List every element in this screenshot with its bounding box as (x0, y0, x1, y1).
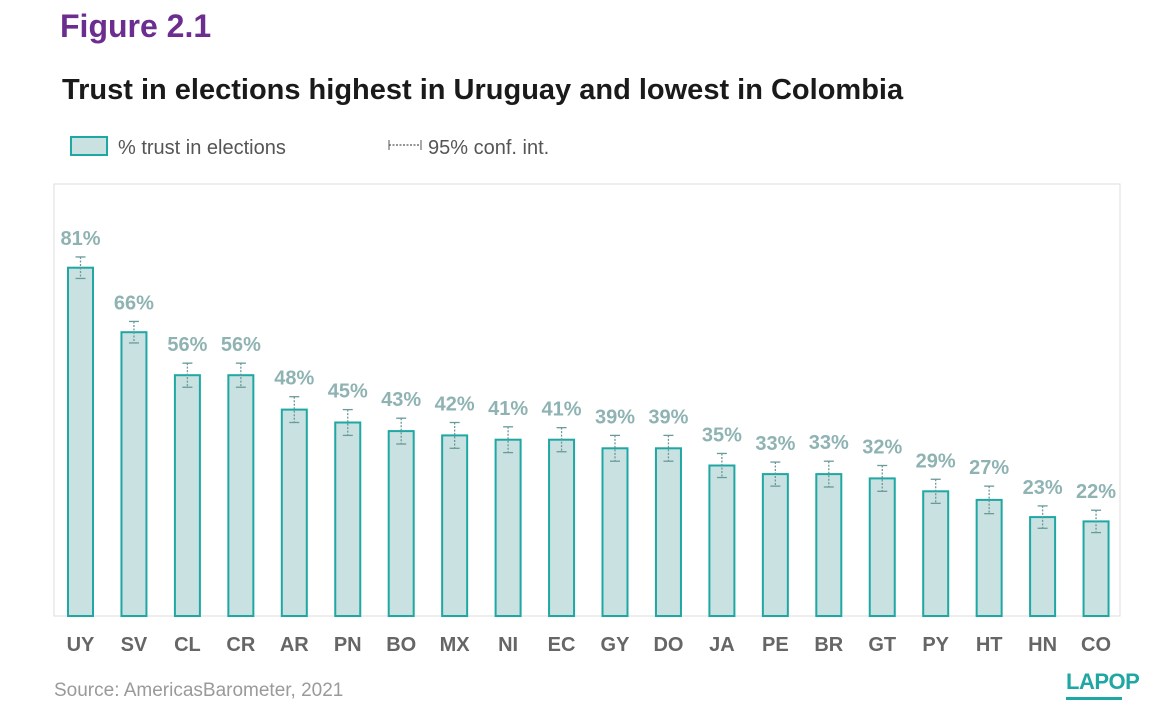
x-tick-do: DO (653, 634, 683, 656)
x-tick-gt: GT (868, 634, 896, 656)
ci-bo (396, 417, 407, 445)
ci-ni (503, 426, 514, 454)
ci-co (1091, 509, 1102, 534)
x-tick-ja: JA (709, 634, 735, 656)
value-label-ja: 35% (702, 424, 742, 446)
chart-title: Trust in elections highest in Uruguay an… (62, 74, 904, 106)
bar-py (922, 490, 950, 617)
x-tick-cl: CL (174, 634, 201, 656)
x-tick-sv: SV (121, 634, 148, 656)
x-tick-py: PY (922, 634, 949, 656)
value-label-bo: 43% (381, 389, 421, 411)
ci-do (663, 434, 674, 462)
value-label-uy: 81% (60, 228, 100, 250)
value-label-py: 29% (916, 450, 956, 472)
value-label-pe: 33% (755, 433, 795, 455)
value-label-pn: 45% (328, 381, 368, 403)
legend-label-bar: % trust in elections (118, 137, 286, 159)
x-tick-ar: AR (280, 634, 309, 656)
ci-py (930, 478, 941, 504)
bar-br (815, 473, 843, 617)
legend: % trust in elections 95% conf. int. (70, 136, 670, 162)
ci-cr (235, 362, 246, 388)
bars-group: 81% UY 66% SV 56% CL 56% CR 48% AR 45% PN 43% BO 42% MX… (60, 228, 1116, 656)
value-label-hn: 23% (1023, 477, 1063, 499)
bar-co (1082, 520, 1110, 618)
legend-swatch-bar (70, 136, 108, 156)
bar-uy (67, 266, 94, 617)
bar-cl (173, 374, 201, 618)
bar-ar (280, 408, 308, 617)
x-tick-br: BR (814, 634, 843, 656)
x-tick-ht: HT (976, 634, 1003, 656)
x-tick-ni: NI (498, 634, 518, 656)
legend-ci-icon (388, 140, 422, 150)
ci-pn (342, 408, 353, 437)
ci-ja (716, 452, 727, 479)
bar-sv (120, 331, 148, 617)
ci-br (823, 460, 834, 488)
x-tick-pe: PE (762, 634, 789, 656)
bar-pn (334, 421, 362, 617)
bar-pe (761, 473, 789, 617)
x-tick-hn: HN (1028, 634, 1057, 656)
x-tick-cr: CR (226, 634, 255, 656)
bar-ja (708, 464, 736, 617)
plot-frame (53, 183, 1121, 617)
bar-ec (548, 438, 576, 618)
ci-gt (877, 464, 888, 492)
value-label-gy: 39% (595, 406, 635, 428)
value-label-ht: 27% (969, 457, 1009, 479)
value-label-do: 39% (648, 406, 688, 428)
ci-ht (984, 485, 995, 515)
value-label-br: 33% (809, 432, 849, 454)
value-label-cr: 56% (221, 334, 261, 356)
x-tick-bo: BO (386, 634, 416, 656)
ci-cl (182, 362, 193, 388)
lapop-logo-text: LAPOP (1066, 669, 1140, 694)
ci-gy (610, 434, 620, 462)
bar-hn (1029, 516, 1057, 617)
value-label-ar: 48% (274, 368, 314, 390)
ci-mx (449, 421, 460, 449)
value-label-ec: 41% (542, 399, 582, 421)
x-tick-mx: MX (440, 634, 471, 656)
x-tick-ec: EC (548, 634, 576, 656)
x-tick-gy: GY (601, 634, 631, 656)
lapop-logo: LAPOP (1066, 668, 1140, 700)
x-tick-uy: UY (67, 634, 95, 656)
ci-sv (128, 320, 139, 344)
ci-hn (1037, 505, 1048, 529)
bar-gy (601, 447, 629, 617)
value-label-sv: 66% (114, 292, 154, 314)
value-label-co: 22% (1076, 481, 1116, 503)
value-label-mx: 42% (435, 394, 475, 416)
value-label-gt: 32% (862, 437, 902, 459)
figure-label: Figure 2.1 (60, 8, 212, 44)
bar-cr (227, 374, 255, 618)
ci-pe (770, 461, 781, 487)
x-tick-co: CO (1081, 634, 1111, 656)
ci-uy (75, 256, 86, 280)
ci-ar (289, 396, 300, 424)
value-label-ni: 41% (488, 398, 528, 420)
bar-bo (387, 430, 415, 617)
bar-ht (975, 498, 1003, 617)
ci-ec (556, 427, 567, 453)
bar-do (654, 447, 682, 617)
legend-label-ci: 95% conf. int. (428, 137, 550, 159)
bar-mx (441, 434, 469, 617)
value-label-cl: 56% (167, 334, 207, 356)
source-note: Source: AmericasBarometer, 2021 (54, 680, 344, 701)
x-tick-pn: PN (334, 634, 362, 656)
bar-ni (494, 438, 522, 618)
bar-gt (868, 477, 896, 617)
